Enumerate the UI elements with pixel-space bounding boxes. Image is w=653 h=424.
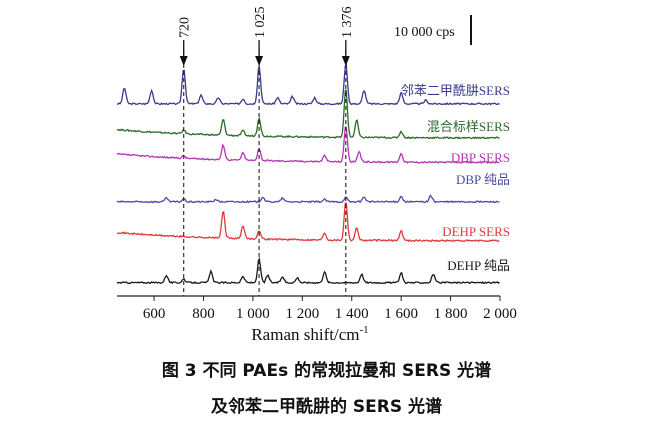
x-tick-label: 1 800 — [434, 306, 468, 322]
series-label: DBP SERS — [451, 150, 510, 165]
series-label: 混合标样SERS — [427, 119, 510, 134]
peak-markers: 720 1 025 1 376 — [178, 7, 355, 296]
figure-caption-line1: 图 3 不同 PAEs 的常规拉曼和 SERS 光谱 — [161, 361, 492, 381]
x-axis-label-sup: -1 — [359, 324, 368, 336]
x-tick-label: 600 — [143, 306, 166, 322]
scale-bar: 10 000 cps — [394, 15, 472, 45]
series-group — [116, 63, 500, 285]
x-tick-label: 2 000 — [483, 306, 517, 322]
x-ticks: 600 800 1 000 1 200 1 400 1 600 1 800 2 000 — [143, 296, 517, 322]
marker-label: 1 376 — [340, 7, 355, 39]
series-line — [116, 126, 500, 165]
marker-arrow-head — [179, 56, 188, 66]
series-label: 邻苯二甲酰肼SERS — [401, 83, 510, 98]
marker-label: 720 — [178, 17, 193, 38]
x-tick-label: 1 400 — [335, 306, 369, 322]
marker-arrow-head — [341, 56, 350, 66]
x-axis-label: Raman shift/cm-1 — [251, 324, 368, 344]
marker-arrow-head — [255, 56, 264, 66]
figure-caption-line2: 及邻苯二甲酰肼的 SERS 光谱 — [210, 397, 443, 417]
series-line — [116, 202, 500, 243]
x-axis-label-text: Raman shift/cm — [251, 325, 359, 344]
raman-chart: 720 1 025 1 376 600 800 1 000 1 200 1 400 1 600… — [116, 7, 517, 344]
x-tick-label: 1 200 — [285, 306, 319, 322]
marker-label: 1 025 — [253, 7, 268, 39]
series-line — [116, 194, 500, 204]
series-labels: 邻苯二甲酰肼SERS 混合标样SERS DBP SERS DBP 纯品 DEHP SER… — [401, 83, 510, 273]
series-label: DEHP SERS — [442, 224, 510, 239]
x-tick-label: 800 — [192, 306, 215, 322]
x-tick-label: 1 600 — [384, 306, 418, 322]
x-tick-label: 1 000 — [236, 306, 270, 322]
series-label: DEHP 纯品 — [447, 258, 510, 273]
scale-bar-label: 10 000 cps — [394, 25, 455, 40]
series-label: DBP 纯品 — [456, 172, 510, 187]
series-line — [116, 63, 500, 106]
series-line — [116, 256, 500, 285]
series-line — [116, 89, 500, 140]
